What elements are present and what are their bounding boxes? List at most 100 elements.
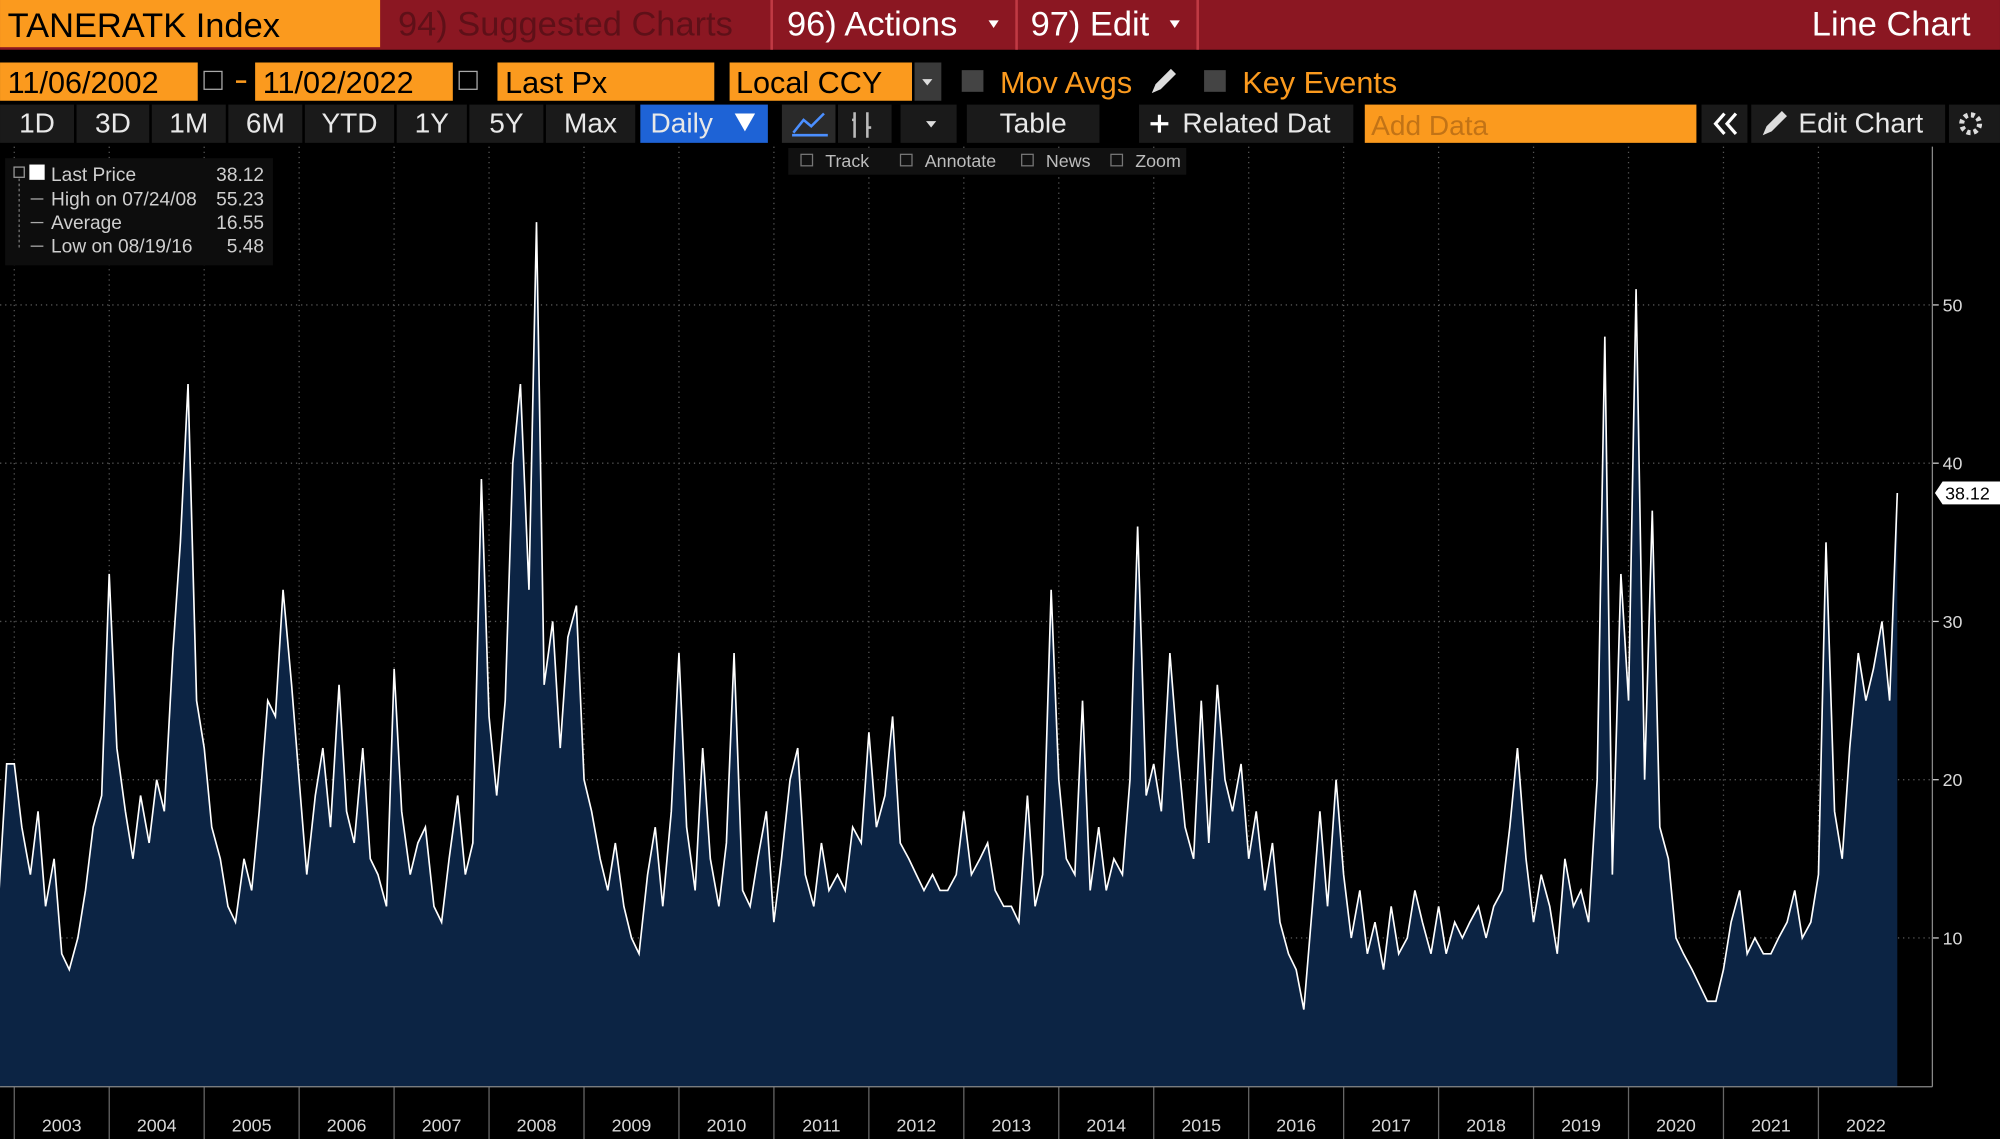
- table-button[interactable]: [966, 104, 1100, 143]
- tool-icon: [1110, 153, 1124, 167]
- tool-icon: [1021, 153, 1034, 167]
- chart-tool[interactable]: Track: [825, 151, 869, 171]
- x-tick-label: 2011: [802, 1115, 840, 1135]
- field-box[interactable]: [497, 62, 715, 101]
- end-date-box[interactable]: [255, 62, 453, 101]
- add-data[interactable]: Add Data: [1371, 110, 1488, 141]
- legend-label: Last Price: [51, 165, 136, 186]
- period-label[interactable]: Max: [564, 108, 617, 139]
- period-button[interactable]: [228, 104, 303, 143]
- start-date[interactable]: 11/06/2002: [8, 66, 159, 100]
- key-events[interactable]: Key Events: [1242, 66, 1397, 100]
- y-tick-label: 30: [1943, 612, 1963, 632]
- x-tick-label: 2005: [232, 1115, 272, 1135]
- x-tick-label: 2015: [1181, 1115, 1221, 1135]
- chart-tool-list: Track Annotate News Zoom: [800, 151, 1181, 171]
- ticker-box[interactable]: [0, 0, 381, 48]
- y-tick-label: 40: [1943, 454, 1963, 474]
- separator: [1196, 0, 1199, 50]
- start-date-box[interactable]: [0, 62, 198, 101]
- pencil-icon: [1762, 110, 1787, 136]
- bar-type-button[interactable]: [838, 104, 892, 143]
- mov-avgs[interactable]: Mov Avgs: [1000, 66, 1132, 100]
- legend-value: 5.48: [227, 237, 264, 258]
- related-data[interactable]: Related Dat: [1182, 108, 1330, 139]
- collapse-icon: [1713, 112, 1738, 135]
- x-tick-label: 2021: [1751, 1115, 1791, 1135]
- currency-box[interactable]: [729, 62, 912, 101]
- y-tick-label: 20: [1943, 770, 1963, 790]
- period-label[interactable]: 1Y: [415, 108, 450, 139]
- table[interactable]: Table: [1000, 108, 1067, 139]
- legend-swatch: [29, 164, 45, 180]
- x-tick-label: 2009: [612, 1115, 652, 1135]
- x-tick-label: 2012: [896, 1115, 936, 1135]
- legend: Last Price 38.12 High on 07/24/08 55.23 Aver…: [5, 158, 273, 266]
- edit-chart[interactable]: Edit Chart: [1798, 108, 1923, 139]
- add-data-box[interactable]: [1364, 104, 1697, 143]
- period-button[interactable]: [304, 104, 395, 143]
- period-label[interactable]: 3D: [95, 108, 131, 139]
- ticker[interactable]: TANERATK Index: [8, 7, 280, 45]
- chart-tool[interactable]: Annotate: [925, 151, 997, 171]
- collapse-button[interactable]: [1701, 104, 1748, 143]
- period-button[interactable]: [76, 104, 150, 143]
- separator: [770, 0, 773, 50]
- chart-kind: Line Chart: [1812, 6, 1971, 44]
- currency[interactable]: Local CCY: [736, 66, 882, 100]
- calendar-icon[interactable]: [203, 70, 223, 90]
- pencil-icon[interactable]: [1151, 68, 1177, 94]
- x-tick-label: 2013: [991, 1115, 1031, 1135]
- period-button[interactable]: [469, 104, 544, 143]
- period-button[interactable]: [151, 104, 226, 143]
- dropdown-arrow: [922, 79, 933, 86]
- price-tag-label: 38.12: [1945, 483, 1990, 503]
- checkbox[interactable]: [961, 70, 984, 92]
- chart-tool[interactable]: Zoom: [1135, 151, 1181, 171]
- x-tick-label: 2014: [1086, 1115, 1126, 1135]
- related-button[interactable]: [1139, 104, 1354, 143]
- x-tick-label: 2016: [1276, 1115, 1316, 1135]
- actions-menu[interactable]: 96) Actions: [787, 6, 957, 44]
- bar-icon: [852, 112, 872, 138]
- gear-icon: [1959, 112, 1983, 136]
- chart-tool[interactable]: News: [1046, 151, 1091, 171]
- y-tick-label: 10: [1943, 928, 1963, 948]
- field[interactable]: Last Px: [505, 66, 607, 100]
- x-tick-label: 2022: [1846, 1115, 1886, 1135]
- dropdown-arrow: [988, 20, 999, 29]
- x-tick-label: 2004: [137, 1115, 177, 1135]
- legend-toggle[interactable]: [13, 166, 25, 178]
- period-label[interactable]: 1D: [19, 108, 55, 139]
- period-label[interactable]: YTD: [321, 108, 377, 139]
- x-tick-label: 2007: [422, 1115, 462, 1135]
- end-date[interactable]: 11/02/2022: [263, 66, 414, 100]
- period-button[interactable]: [0, 104, 75, 143]
- legend-label: Low on 08/19/16: [51, 237, 192, 258]
- calendar-icon[interactable]: [458, 70, 478, 90]
- period-label[interactable]: 6M: [246, 108, 285, 139]
- x-tick-label: 2010: [707, 1115, 747, 1135]
- period-button[interactable]: [545, 104, 636, 143]
- suggested-charts[interactable]: 94) Suggested Charts: [398, 6, 733, 44]
- x-tick-label: 2008: [517, 1115, 557, 1135]
- period-button[interactable]: [396, 104, 467, 143]
- dropdown-arrow: [734, 113, 756, 132]
- edit-menu[interactable]: 97) Edit: [1031, 6, 1150, 44]
- legend-value: 16.55: [216, 213, 264, 234]
- period-label[interactable]: 1M: [169, 108, 208, 139]
- frequency[interactable]: Daily: [651, 108, 713, 139]
- edit-chart-button[interactable]: [1751, 104, 1946, 143]
- area-fill: [0, 222, 1898, 1087]
- plus-icon: [1150, 114, 1169, 133]
- x-tick-label: 2019: [1561, 1115, 1601, 1135]
- legend-value: 38.12: [216, 165, 264, 186]
- settings-button[interactable]: [1948, 104, 2000, 143]
- period-label[interactable]: 5Y: [489, 108, 524, 139]
- legend-box: [5, 158, 273, 266]
- legend-label: Average: [51, 213, 122, 234]
- checkbox[interactable]: [1204, 70, 1226, 92]
- x-tick-label: 2017: [1371, 1115, 1411, 1135]
